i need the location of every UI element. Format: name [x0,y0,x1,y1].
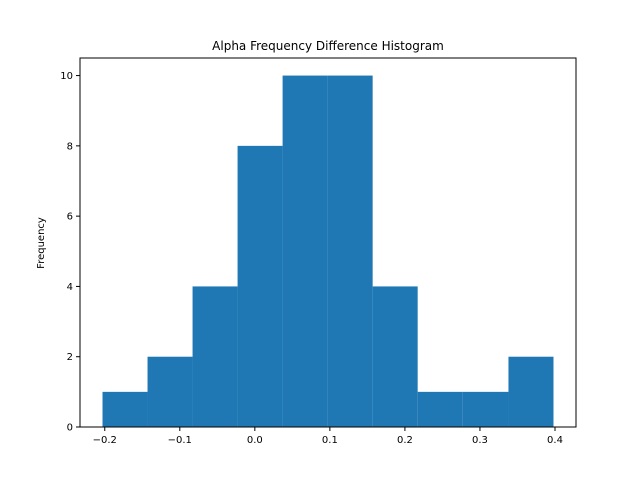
y-tick-label: 6 [67,212,73,223]
y-tick-label: 0 [67,423,73,434]
x-tick-label: 0.1 [322,435,338,446]
histogram-bar [372,286,418,427]
histogram-bar [417,391,463,427]
y-axis-label: Frequency [36,217,47,269]
histogram-bar [327,75,373,428]
plot-frame [79,57,577,428]
histogram-bar [147,356,193,427]
chart-title: Alpha Frequency Difference Histogram [212,39,444,53]
y-tick-label: 4 [67,282,73,293]
y-axis-ticks: 0 2 4 6 8 10 [60,71,80,434]
x-tick-label: 0.3 [472,435,488,446]
histogram-bar [282,75,328,428]
histogram-bar [508,356,554,427]
histogram-bar [102,391,148,427]
histogram-bar [237,145,283,427]
bars-group [102,75,554,428]
x-axis-ticks: −0.2 −0.1 0.0 0.1 0.2 0.3 0.4 [93,427,563,446]
y-tick-label: 10 [60,71,73,82]
x-tick-label: 0.4 [547,435,563,446]
y-tick-label: 8 [67,141,73,152]
x-tick-label: 0.2 [397,435,413,446]
histogram-bar [192,286,238,427]
y-tick-label: 2 [67,352,73,363]
histogram-bar [462,391,509,427]
x-tick-label: −0.2 [93,435,117,446]
x-tick-label: 0.0 [247,435,263,446]
x-tick-label: −0.1 [168,435,192,446]
